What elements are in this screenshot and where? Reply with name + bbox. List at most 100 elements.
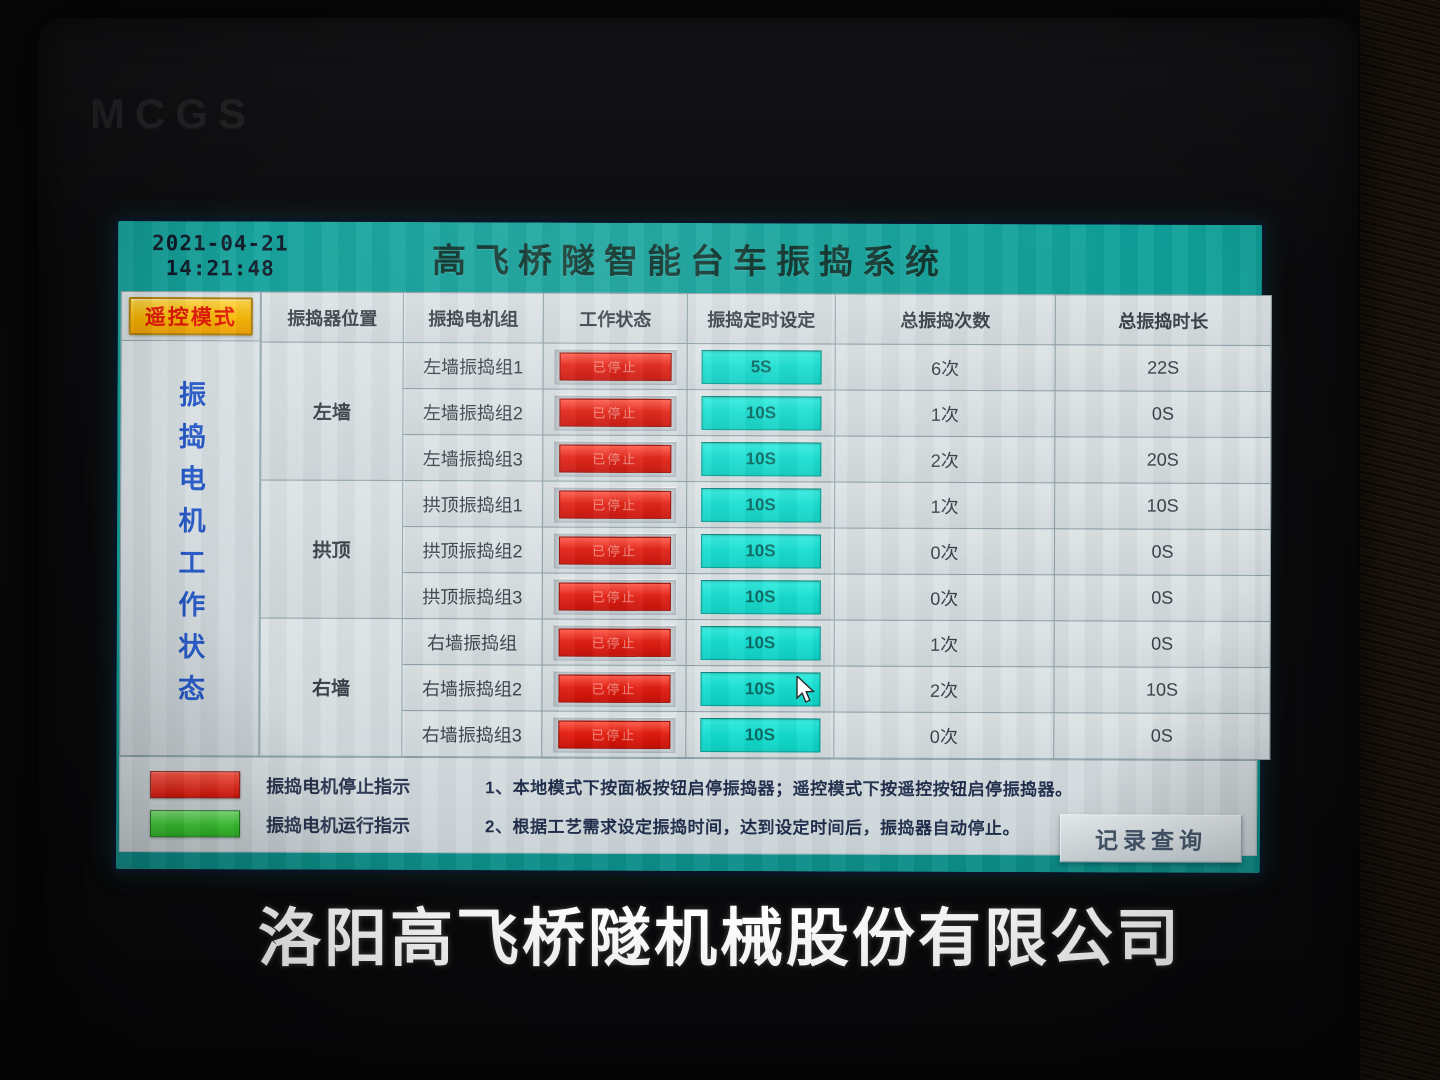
- total-count-value: 1次: [834, 390, 1056, 437]
- table-row: 左墙 左墙振捣组1 已停止 5S 6次 22S: [260, 342, 1272, 481]
- mode-cell: 遥控模式: [120, 291, 261, 342]
- status-cell: 已停止: [542, 526, 687, 574]
- remote-mode-button[interactable]: 遥控模式: [128, 297, 253, 336]
- status-cell: 已停止: [541, 710, 686, 758]
- motor-group-name: 左墙振捣组2: [402, 388, 544, 435]
- timer-setting-field[interactable]: 5S: [701, 349, 822, 384]
- motor-status-table: 振捣器位置 振捣电机组 工作状态 振捣定时设定 总振捣次数 总振捣时长 左墙 左…: [259, 292, 1272, 761]
- company-caption: 洛阳高飞桥隧机械股份有限公司: [258, 904, 1182, 974]
- motor-stop-indicator: 已停止: [558, 582, 671, 611]
- total-count-value: 2次: [833, 666, 1055, 713]
- motor-stop-indicator: 已停止: [558, 490, 671, 519]
- motor-stop-indicator: 已停止: [558, 398, 672, 427]
- timer-cell: 10S: [686, 527, 835, 575]
- record-query-button[interactable]: 记录查询: [1059, 814, 1243, 863]
- timer-setting-field[interactable]: 10S: [700, 487, 821, 522]
- content-area: 遥控模式 振捣电机工作状态 振捣器位置 振捣电机组 工作状态 振捣定时设定: [118, 291, 1272, 856]
- table-row: 右墙 右墙振捣组 已停止 10S 1次 0S: [259, 618, 1271, 757]
- column-header-position: 振捣器位置: [261, 292, 404, 343]
- legend-stop-item: 振捣电机停止指示: [150, 771, 485, 799]
- timer-setting-field[interactable]: 10S: [700, 579, 821, 614]
- date-text: 2021-04-21: [152, 231, 289, 256]
- timer-setting-field[interactable]: 10S: [700, 625, 821, 660]
- lamp-well: 已停止: [552, 716, 675, 753]
- run-indicator-lamp-icon: [149, 810, 241, 838]
- total-count-value: 1次: [834, 620, 1055, 667]
- total-duration-value: 22S: [1055, 344, 1272, 392]
- table-row: 右墙振捣组3 已停止 10S 0次 0S: [260, 710, 1270, 760]
- timer-cell: 10S: [686, 619, 835, 667]
- column-header-timer-setting: 振捣定时设定: [687, 293, 836, 345]
- total-duration-value: 0S: [1053, 712, 1270, 760]
- column-header-total-duration: 总振捣时长: [1055, 294, 1272, 346]
- timer-setting-field[interactable]: 10S: [700, 395, 822, 430]
- timer-setting-field[interactable]: 10S: [699, 717, 820, 752]
- motor-group-name: 拱顶振捣组2: [402, 526, 543, 573]
- lamp-well: 已停止: [553, 440, 676, 477]
- total-duration-value: 0S: [1054, 620, 1271, 668]
- table-row: 拱顶 拱顶振捣组1 已停止 10S 1次 10S: [260, 480, 1271, 619]
- status-cell: 已停止: [542, 434, 687, 482]
- table-header-row: 振捣器位置 振捣电机组 工作状态 振捣定时设定 总振捣次数 总振捣时长: [261, 292, 1272, 346]
- total-duration-value: 0S: [1054, 528, 1271, 576]
- motor-group-name: 左墙振捣组1: [403, 342, 544, 389]
- table-row: 右墙振捣组2 已停止 10S 2次 10S: [260, 664, 1271, 714]
- status-cell: 已停止: [542, 480, 687, 528]
- lamp-well: 已停止: [552, 670, 676, 707]
- position-group-right-wall: 右墙: [259, 618, 403, 757]
- total-duration-value: 0S: [1054, 390, 1272, 438]
- timer-cell: 10S: [685, 711, 834, 759]
- motor-stop-indicator: 已停止: [558, 628, 671, 657]
- table-row: 左墙振捣组2 已停止 10S 1次 0S: [261, 388, 1272, 438]
- total-count-value: 0次: [834, 574, 1055, 621]
- total-count-value: 2次: [834, 436, 1055, 483]
- total-duration-value: 20S: [1054, 436, 1271, 484]
- page-title: 高飞桥隧智能台车振捣系统: [431, 241, 949, 282]
- motor-stop-indicator: 已停止: [557, 720, 670, 749]
- stop-indicator-label: 振捣电机停止指示: [266, 776, 411, 797]
- status-cell: 已停止: [543, 342, 688, 390]
- motor-group-name: 拱顶振捣组1: [402, 480, 543, 527]
- hmi-screen: 2021-04-21 14:21:48 高飞桥隧智能台车振捣系统 遥控模式 振捣…: [111, 216, 1272, 878]
- motor-stop-indicator: 已停止: [558, 444, 671, 473]
- motor-group-name: 右墙振捣组3: [401, 710, 542, 757]
- note-1: 1、本地模式下按面板按钮启停振捣器；遥控模式下按遥控按钮启停振捣器。: [485, 778, 1073, 800]
- lamp-well: 已停止: [553, 578, 676, 615]
- sidebar: 遥控模式 振捣电机工作状态: [119, 291, 261, 757]
- table-zone: 遥控模式 振捣电机工作状态 振捣器位置 振捣电机组 工作状态 振捣定时设定: [119, 291, 1272, 760]
- status-cell: 已停止: [542, 572, 687, 620]
- device-brand-logo: MCGS: [90, 90, 256, 137]
- motor-group-name: 右墙振捣组: [402, 618, 543, 665]
- timer-setting-field[interactable]: 10S: [700, 441, 821, 476]
- table-row: 拱顶振捣组2 已停止 10S 0次 0S: [260, 526, 1271, 576]
- time-text: 14:21:48: [165, 256, 275, 281]
- timer-cell: 10S: [686, 573, 835, 621]
- photo-wall-texture: [1360, 0, 1440, 1080]
- timer-cell: 5S: [687, 343, 836, 391]
- title-bar: 2021-04-21 14:21:48 高飞桥隧智能台车振捣系统: [118, 221, 1262, 295]
- lamp-well: 已停止: [553, 486, 676, 523]
- datetime-display: 2021-04-21 14:21:48: [152, 231, 289, 282]
- run-indicator-label: 振捣电机运行指示: [265, 815, 411, 836]
- total-count-value: 1次: [834, 482, 1055, 529]
- lamp-well: 已停止: [554, 348, 677, 385]
- status-cell: 已停止: [541, 664, 687, 712]
- timer-setting-field[interactable]: 10S: [700, 533, 821, 568]
- column-header-motor-group: 振捣电机组: [403, 292, 544, 343]
- column-header-total-count: 总振捣次数: [835, 294, 1056, 345]
- lamp-well: 已停止: [553, 532, 676, 569]
- column-header-work-status: 工作状态: [543, 292, 688, 344]
- legend-run-item: 振捣电机运行指示: [149, 810, 485, 838]
- total-duration-value: 10S: [1054, 482, 1271, 530]
- timer-cell: 10S: [686, 389, 836, 437]
- motor-stop-indicator: 已停止: [559, 352, 672, 381]
- lamp-well: 已停止: [553, 394, 677, 431]
- motor-stop-indicator: 已停止: [558, 536, 671, 565]
- mouse-cursor-icon: [795, 674, 821, 709]
- position-group-arch-top: 拱顶: [260, 480, 403, 619]
- motor-stop-indicator: 已停止: [557, 674, 671, 703]
- motor-group-name: 左墙振捣组3: [402, 434, 543, 481]
- vertical-status-title: 振捣电机工作状态: [173, 380, 206, 717]
- total-count-value: 0次: [834, 528, 1055, 575]
- total-duration-value: 10S: [1053, 666, 1271, 714]
